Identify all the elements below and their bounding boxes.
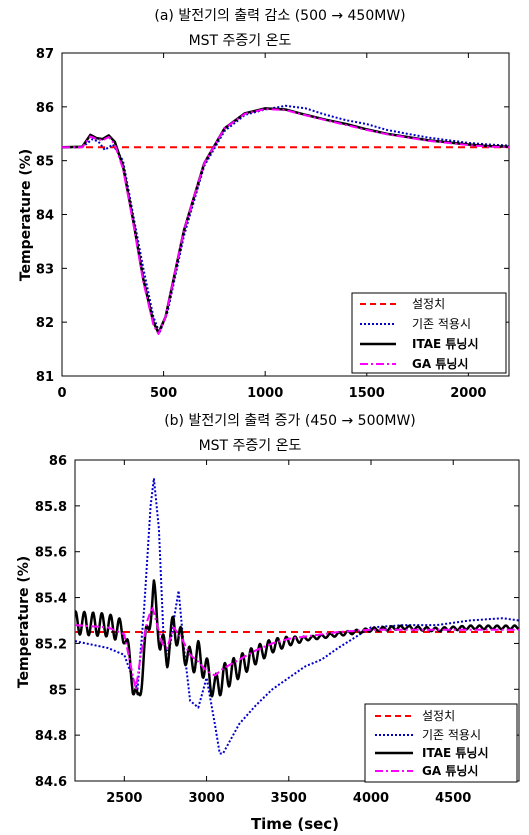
chart-a-legend-label-itae: ITAE 튜닝시 [412,336,479,351]
chart-a-xtick-label: 2000 [450,386,486,401]
chart-a-ytick-label: 85 [36,155,54,170]
chart-b-xtick-label: 4000 [353,791,389,806]
chart-b-series-baseline [75,477,519,755]
chart-b-legend-label-setpoint: 설정치 [422,709,455,723]
chart-a-ytick-label: 81 [36,370,54,385]
chart-b-xlabel: Time (sec) [251,815,339,833]
chart-b-xtick-label: 3000 [188,791,224,806]
chart-a-legend: 설정치 기존 적용시 ITAE 튜닝시 GA 튜닝시 [351,292,507,374]
chart-b-xtick-label: 4500 [435,791,471,806]
chart-a-ytick-label: 82 [36,316,54,331]
chart-b-title: (b) 발전기의 출력 증가 (450 → 500MW) [164,413,416,429]
chart-a-ytick-label: 84 [36,209,54,224]
chart-b-ytick-label: 85.2 [35,637,67,652]
chart-a-ytick-label: 86 [36,101,54,116]
chart-a-ytick-label: 87 [36,47,54,62]
chart-a-legend-box [351,292,507,374]
chart-a-xtick-label: 500 [150,386,177,401]
chart-a-series-ga [62,108,509,335]
chart-b-legend-label-baseline: 기존 적용시 [422,728,481,742]
chart-b-ytick-label: 85.8 [35,500,67,515]
chart-a-xtick-label: 0 [57,386,66,401]
chart-b-series-itae [75,579,519,698]
chart-b-legend: 설정치 기존 적용시 ITAE 튜닝시 GA 튜닝시 [364,703,518,783]
chart-a-ylabel: Temperature (%) [18,149,34,281]
chart-a-xtick-label: 1500 [349,386,385,401]
chart-a-legend-label-ga: GA 튜닝시 [412,356,468,371]
chart-b-ytick-label: 84.8 [35,729,67,744]
chart-b-subtitle: MST 주증기 온도 [199,438,302,454]
chart-b-ytick-label: 84.6 [35,775,67,790]
chart-a-title: (a) 발전기의 출력 감소 (500 → 450MW) [154,8,405,24]
chart-a-xtick-label: 1000 [247,386,283,401]
chart-b-legend-label-itae: ITAE 튜닝시 [422,745,489,760]
chart-b-xtick-label: 2500 [106,791,142,806]
chart-b-ylabel: Temperature (%) [16,556,32,688]
chart-a: (a) 발전기의 출력 감소 (500 → 450MW) MST 주증기 온도 … [18,8,510,401]
chart-a-ytick-label: 83 [36,262,54,277]
chart-a-legend-label-setpoint: 설정치 [412,297,445,311]
chart-a-subtitle: MST 주증기 온도 [189,33,292,49]
chart-b-ytick-label: 85.6 [35,546,67,561]
chart-a-series-baseline [62,104,509,334]
chart-b-ytick-label: 85.4 [35,592,67,607]
chart-a-legend-label-baseline: 기존 적용시 [412,317,471,331]
chart-b-legend-label-ga: GA 튜닝시 [422,763,478,778]
chart-b-xtick-label: 3500 [271,791,307,806]
chart-b-ytick-label: 86 [49,454,67,469]
chart-a-plot: 0 500 1000 1500 2000 81 82 83 84 85 86 87 [36,47,510,401]
chart-b: (b) 발전기의 출력 증가 (450 → 500MW) MST 주증기 온도 … [16,413,520,833]
chart-b-ytick-label: 85 [49,683,67,698]
